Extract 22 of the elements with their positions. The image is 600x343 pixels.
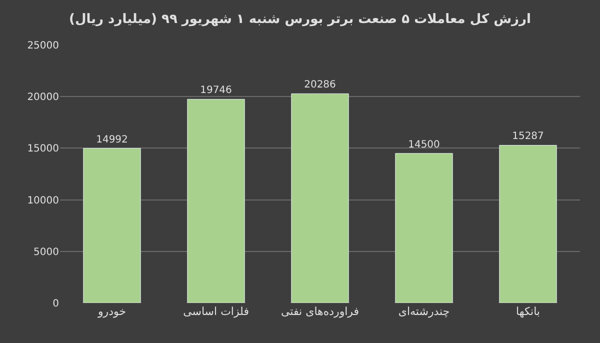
x-tick-label: بانکها <box>516 305 540 318</box>
bar <box>395 153 453 303</box>
y-tick-label: 0 <box>52 298 59 310</box>
x-tick-label: خودرو <box>96 305 126 318</box>
data-label: 20286 <box>304 80 336 91</box>
bar <box>291 93 349 303</box>
y-tick-label: 20000 <box>27 92 59 104</box>
x-tick-label: فراورده‌های نفتی <box>280 305 360 318</box>
y-tick-label: 25000 <box>27 40 59 52</box>
chart-title: ارزش کل معاملات ۵ صنعت برتر بورس شنبه ۱ شهریور ۹۹ (میلیارد ریال) <box>69 12 531 27</box>
data-label: 14992 <box>96 134 128 146</box>
bar <box>83 148 141 303</box>
x-tick-label: چندرشته‌ای <box>398 305 450 318</box>
y-tick-label: 15000 <box>27 144 59 155</box>
data-label: 19746 <box>200 85 232 96</box>
bar <box>187 98 245 303</box>
y-tick-label: 5000 <box>34 246 59 258</box>
x-tick-label: فلزات اساسی <box>183 305 249 318</box>
data-label: 14500 <box>408 139 440 150</box>
y-tick-label: 10000 <box>27 195 59 206</box>
data-label: 15287 <box>512 131 544 142</box>
bar <box>499 144 557 303</box>
